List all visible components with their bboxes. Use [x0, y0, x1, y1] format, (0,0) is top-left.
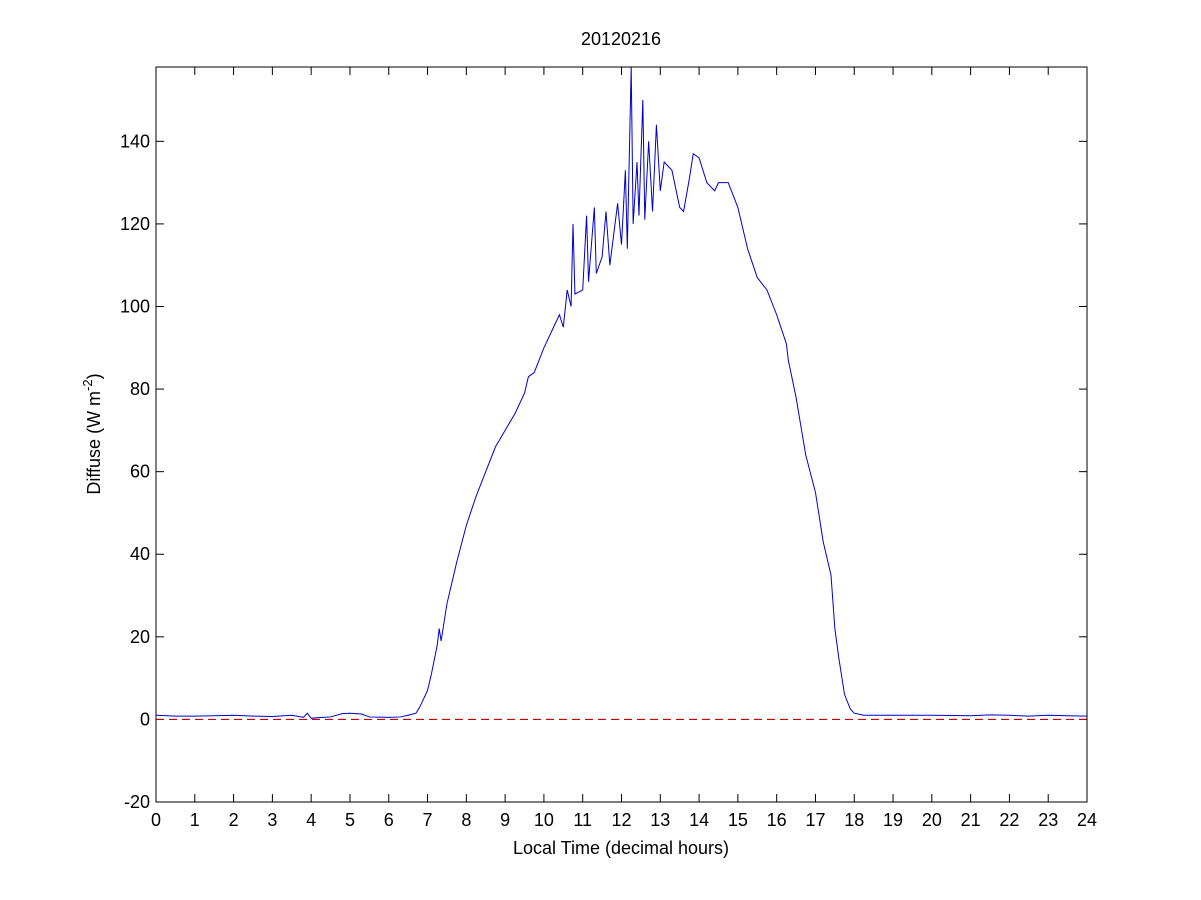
y-label-suffix: ) [84, 373, 104, 379]
x-tick-label: 6 [384, 810, 394, 830]
x-tick-label: 24 [1077, 810, 1097, 830]
x-tick-label: 0 [151, 810, 161, 830]
y-tick-label: 80 [130, 379, 150, 399]
x-tick-label: 8 [461, 810, 471, 830]
x-tick-label: 5 [345, 810, 355, 830]
y-tick-label: 40 [130, 544, 150, 564]
y-label-superscript: -2 [80, 379, 95, 391]
x-tick-label: 13 [650, 810, 670, 830]
x-tick-label: 19 [883, 810, 903, 830]
x-tick-label: 21 [961, 810, 981, 830]
x-tick-label: 17 [805, 810, 825, 830]
y-tick-label: 120 [120, 214, 150, 234]
x-tick-label: 12 [611, 810, 631, 830]
x-tick-label: 16 [767, 810, 787, 830]
x-tick-label: 22 [999, 810, 1019, 830]
x-tick-label: 2 [229, 810, 239, 830]
x-tick-label: 7 [423, 810, 433, 830]
x-tick-label: 20 [922, 810, 942, 830]
y-axis-label: Diffuse (W m-2) [80, 373, 104, 494]
x-axis-label: Local Time (decimal hours) [513, 838, 729, 858]
x-tick-label: 18 [844, 810, 864, 830]
y-tick-label: 140 [120, 131, 150, 151]
x-tick-label: 1 [190, 810, 200, 830]
x-tick-label: 23 [1038, 810, 1058, 830]
y-tick-label: -20 [124, 792, 150, 812]
y-tick-label: 60 [130, 462, 150, 482]
y-label-main: Diffuse (W m [84, 391, 104, 495]
y-tick-label: 0 [140, 709, 150, 729]
x-tick-label: 9 [500, 810, 510, 830]
y-tick-label: 100 [120, 296, 150, 316]
x-tick-label: 14 [689, 810, 709, 830]
x-tick-label: 11 [573, 810, 592, 830]
data-line [155, 66, 1088, 719]
x-tick-label: 4 [306, 810, 316, 830]
x-tick-label: 10 [534, 810, 554, 830]
plot-frame [155, 66, 1088, 803]
x-tick-label: 15 [728, 810, 748, 830]
y-tick-label: 20 [130, 627, 150, 647]
x-tick-label: 3 [267, 810, 277, 830]
chart-title: 20120216 [581, 29, 661, 49]
